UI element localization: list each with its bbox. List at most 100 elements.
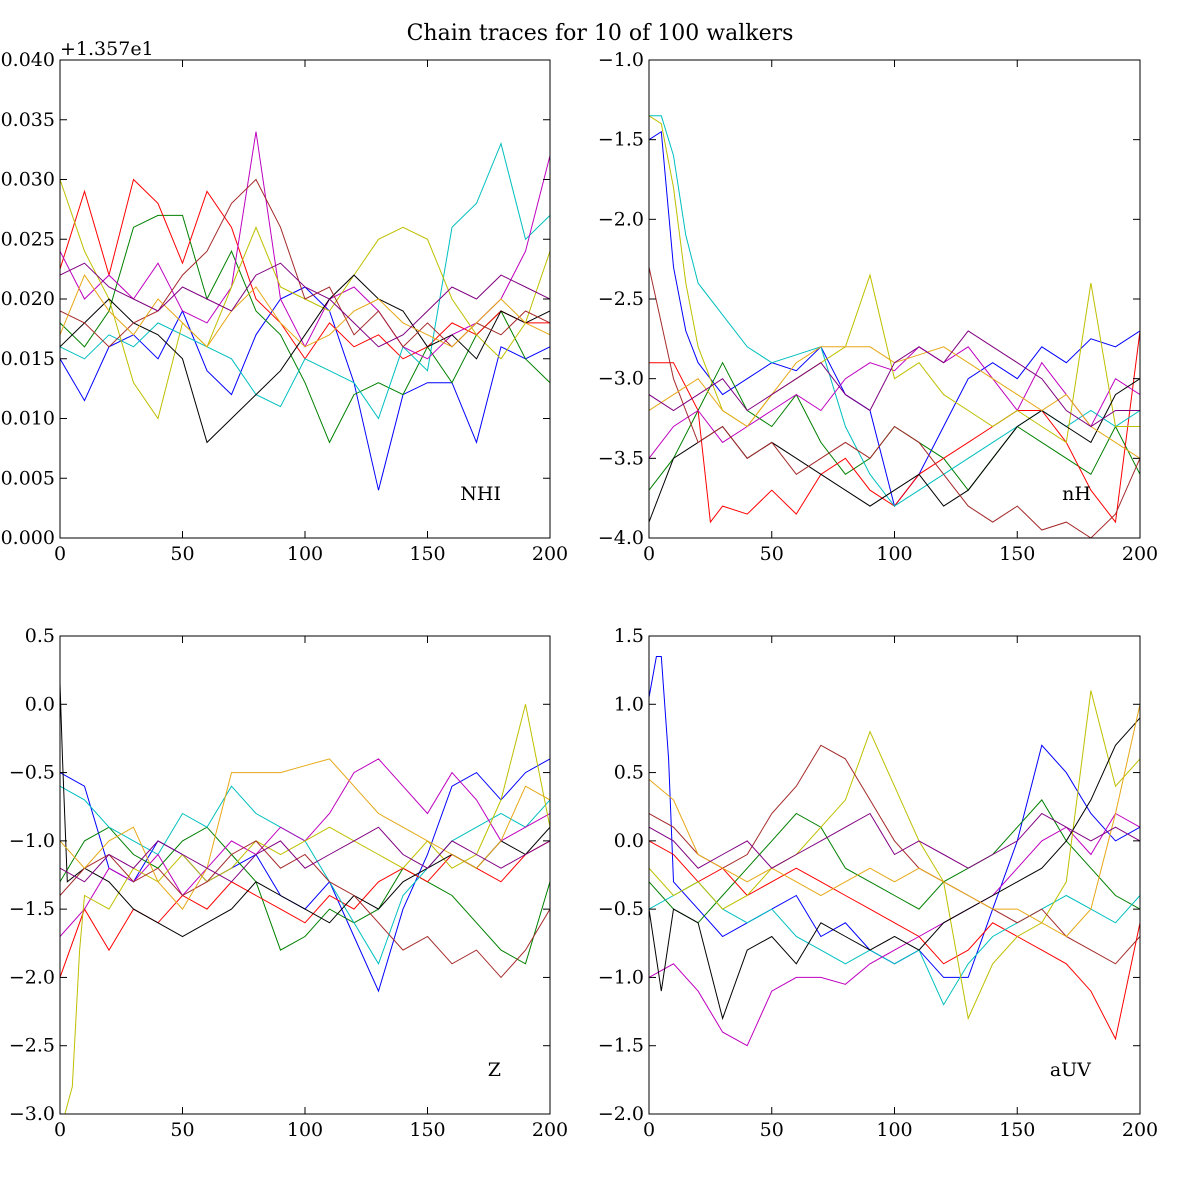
plot-frame-auv	[648, 635, 1141, 1115]
series-line-z-8	[60, 840, 550, 979]
y-tick-label-auv: −1.0	[598, 966, 644, 988]
series-line-auv-7	[649, 717, 1140, 1021]
y-tick-label-z: −2.0	[9, 966, 55, 988]
y-tick-label-nh: −1.0	[598, 49, 644, 71]
series-line-auv-5	[649, 812, 1140, 1047]
y-tick-label-auv: 0.5	[614, 762, 644, 784]
series-line-auv-2	[649, 799, 1140, 924]
y-tick-label-z: −3.0	[9, 1103, 55, 1125]
series-line-nhi-4	[60, 142, 550, 420]
x-tick-label-z: 100	[287, 1119, 323, 1141]
series-line-z-7	[60, 683, 550, 938]
series-line-auv-3	[649, 840, 1140, 1041]
series-line-nh-8	[649, 266, 1140, 538]
y-tick-label-auv: −2.0	[598, 1103, 644, 1125]
series-line-nhi-5	[60, 131, 550, 360]
y-tick-label-nhi: 0.030	[1, 169, 55, 191]
series-group-z	[60, 683, 550, 1114]
x-tick-label-nh: 50	[760, 543, 784, 565]
series-line-nh-6	[649, 115, 1140, 444]
x-tick-label-nh: 150	[999, 543, 1035, 565]
series-group-nhi	[60, 131, 550, 491]
series-line-nh-4	[649, 115, 1140, 507]
y-tick-label-nh: −4.0	[598, 527, 644, 549]
x-tick-label-nhi: 150	[409, 543, 445, 565]
panel-nh: 0 50 100 150 200 −4.0 −3.5 −3.0 −2.5 −2.0 −1.5 −1.0…	[598, 49, 1158, 565]
series-line-z-9	[60, 758, 550, 910]
x-tick-label-nh: 100	[876, 543, 912, 565]
x-tick-label-z: 150	[409, 1119, 445, 1141]
y-tick-label-nhi: 0.000	[1, 527, 55, 549]
figure-title: Chain traces for 10 of 100 walkers	[407, 21, 794, 46]
y-tick-label-nhi: 0.020	[1, 288, 55, 310]
x-tick-label-auv: 150	[999, 1119, 1035, 1141]
series-line-z-2	[60, 826, 550, 965]
series-line-auv-6	[649, 690, 1140, 1021]
y-tick-label-z: 0.0	[25, 693, 55, 715]
x-tick-label-nhi: 100	[287, 543, 323, 565]
series-group-nh	[649, 115, 1140, 538]
y-tick-label-nh: −3.0	[598, 368, 644, 390]
series-line-nh-1	[649, 130, 1140, 508]
series-line-nhi-3	[60, 178, 550, 360]
y-tick-label-z: −1.0	[9, 830, 55, 852]
series-line-auv-1	[649, 656, 1140, 978]
series-line-auv-4	[649, 881, 1140, 1006]
series-line-nhi-1	[60, 286, 550, 491]
x-tick-label-z: 200	[532, 1119, 568, 1141]
series-line-nhi-2	[60, 214, 550, 444]
plot-frame-nh	[648, 59, 1141, 539]
series-line-nhi-7	[60, 274, 550, 444]
y-tick-label-nh: −3.5	[598, 447, 644, 469]
y-tick-label-nhi: 0.025	[1, 228, 55, 250]
axis-offset-nhi: +1.357e1	[60, 38, 154, 60]
x-tick-label-z: 50	[170, 1119, 194, 1141]
x-tick-label-auv: 200	[1122, 1119, 1158, 1141]
y-tick-label-nhi: 0.035	[1, 109, 55, 131]
series-line-z-4	[60, 785, 550, 965]
panel-auv: 0 50 100 150 200 −2.0 −1.5 −1.0 −0.5 0.0 0.5 1.0 1.5…	[598, 625, 1158, 1141]
y-tick-label-nhi: 0.015	[1, 348, 55, 370]
y-tick-label-nhi: 0.040	[1, 49, 55, 71]
series-line-nhi-9	[60, 274, 550, 348]
panel-z: 0 50 100 150 200 −3.0 −2.5 −2.0 −1.5 −1.0 −0.5 0.0 0…	[9, 625, 568, 1141]
y-tick-label-z: −2.5	[9, 1035, 55, 1057]
y-tick-label-auv: −1.5	[598, 1035, 644, 1057]
series-line-z-10	[60, 826, 550, 883]
y-tick-label-z: −1.5	[9, 898, 55, 920]
y-tick-label-auv: 1.0	[614, 693, 644, 715]
x-tick-label-nhi: 200	[532, 543, 568, 565]
panel-label-nhi: NHI	[460, 483, 501, 505]
x-tick-label-nhi: 50	[170, 543, 194, 565]
y-tick-label-nhi: 0.005	[1, 467, 55, 489]
series-line-auv-8	[649, 744, 1140, 965]
y-tick-label-auv: −0.5	[598, 898, 644, 920]
y-tick-label-auv: 0.0	[614, 830, 644, 852]
x-tick-label-nhi: 0	[54, 543, 66, 565]
series-line-nhi-10	[60, 262, 550, 348]
x-tick-label-auv: 50	[760, 1119, 784, 1141]
y-tick-label-nh: −2.5	[598, 288, 644, 310]
series-line-auv-9	[649, 704, 1140, 938]
y-tick-label-nh: −1.5	[598, 129, 644, 151]
x-tick-label-z: 0	[54, 1119, 66, 1141]
y-tick-label-nh: −2.0	[598, 208, 644, 230]
x-tick-label-nh: 200	[1122, 543, 1158, 565]
series-line-nhi-8	[60, 178, 550, 348]
plot-frame-z	[59, 635, 551, 1115]
y-tick-label-z: 0.5	[25, 625, 55, 647]
x-tick-label-nh: 0	[643, 543, 655, 565]
y-tick-label-z: −0.5	[9, 762, 55, 784]
y-tick-label-nhi: 0.010	[1, 408, 55, 430]
x-tick-label-auv: 0	[643, 1119, 655, 1141]
series-group-auv	[649, 656, 1140, 1047]
panel-label-auv: aUV	[1050, 1059, 1091, 1081]
series-line-z-1	[60, 758, 550, 993]
chart-panels: 0 50 100 150 2000.0000.0050.0100.0150.0200.0…	[1, 38, 1159, 1141]
series-line-auv-10	[649, 812, 1140, 869]
series-line-nh-10	[649, 330, 1140, 428]
panel-label-nh: nH	[1062, 483, 1091, 505]
y-tick-label-auv: 1.5	[614, 625, 644, 647]
panel-nhi: 0 50 100 150 200 0.000 0.005 0.010 0.015 0.020 0.0…	[1, 38, 569, 565]
